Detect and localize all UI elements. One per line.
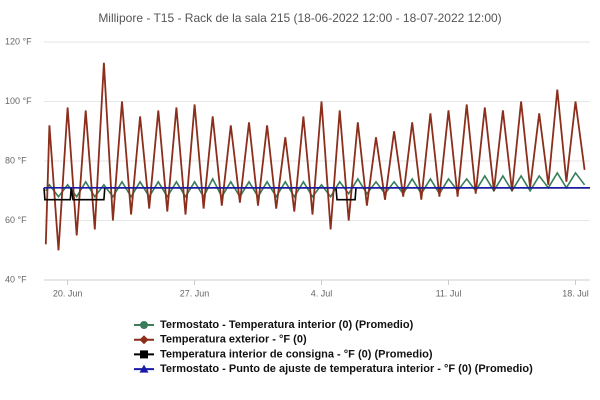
legend-marker xyxy=(139,335,149,345)
x-tick-label: 27. Jun xyxy=(180,288,210,298)
y-tick-label: 60 °F xyxy=(5,215,27,225)
legend-label: Temperatura interior de consigna - °F (0… xyxy=(160,348,433,360)
y-tick-label: 120 °F xyxy=(5,36,32,46)
y-tick-label: 40 °F xyxy=(5,274,27,284)
x-tick-label: 18. Jul xyxy=(562,288,589,298)
chart-title: Millipore - T15 - Rack de la sala 215 (1… xyxy=(98,11,501,25)
series-line xyxy=(44,62,586,251)
legend-label: Temperatura exterior - °F (0) xyxy=(160,334,307,346)
legend-marker xyxy=(140,350,148,359)
legend-label: Termostato - Temperatura interior (0) (P… xyxy=(160,319,414,331)
x-tick-label: 11. Jul xyxy=(436,288,462,298)
y-tick-label: 100 °F xyxy=(5,96,32,106)
series-line xyxy=(43,187,590,201)
legend-marker xyxy=(139,364,149,373)
x-tick-label: 20. Jun xyxy=(53,288,83,298)
legend-marker xyxy=(140,321,148,329)
x-tick-label: 4. Jul xyxy=(311,288,333,298)
y-tick-label: 80 °F xyxy=(5,155,27,165)
legend-label: Termostato - Punto de ajuste de temperat… xyxy=(160,363,533,375)
